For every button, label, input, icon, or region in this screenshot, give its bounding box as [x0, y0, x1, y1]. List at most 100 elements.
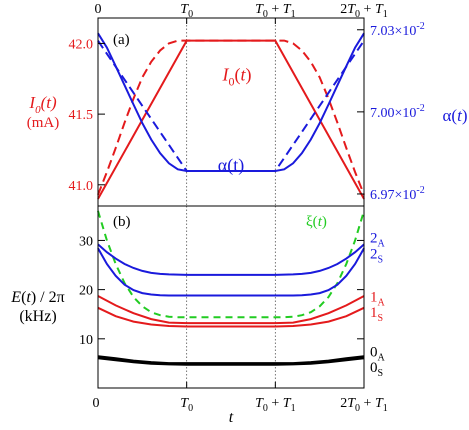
sub: 1 [383, 9, 388, 20]
left-axis-label-sub: 0 [35, 104, 41, 116]
panel-b-x-axis-label: t [229, 409, 234, 426]
T: T [180, 396, 189, 411]
panel-b-x-tick-label-0: 0 [93, 396, 100, 411]
panel-b-y-axis-unit: (kHz) [19, 308, 56, 325]
left-axis-label-arg: (t) [41, 93, 57, 112]
panel-a-right-tick-label-2: 7.03×10-2 [370, 21, 425, 39]
T: T [255, 396, 264, 411]
txt: + [268, 396, 283, 411]
tick-mantissa: 6.97×10 [370, 188, 416, 203]
panel-b-series-2A [97, 243, 365, 276]
annotation-I0-main: I [221, 65, 229, 85]
panel-a-series-2 [97, 32, 365, 172]
label-main: 1 [370, 305, 378, 321]
panel-a-top-x-tick-label-0: 0 [95, 2, 102, 17]
sub: 0 [188, 9, 193, 20]
txt: 0 [95, 2, 102, 17]
coef: 2 [340, 396, 347, 411]
right-axis-label-close: ) [462, 106, 468, 125]
y-axis-label-t: t [26, 289, 31, 306]
annotation-I0-arg: ( [234, 65, 240, 86]
tick-exponent: -2 [416, 21, 424, 32]
sub: 0 [263, 9, 268, 20]
panel-a: (a) 0T0​T0​ + T1​2T0​ + T1​ 41.041.542.0… [27, 2, 468, 207]
label-main: 2 [370, 230, 378, 246]
label-sub: A [378, 298, 386, 309]
close: ) [322, 214, 327, 230]
sub: 0 [263, 403, 268, 414]
label-main: 0 [370, 360, 378, 376]
panel-b-series-label-2: 2S [370, 247, 383, 266]
panel-a-series-1 [97, 39, 365, 196]
annotation-alpha: α(t) [218, 155, 244, 176]
panel-a-left-tick-label-2: 42.0 [69, 37, 94, 52]
label-sub: A [378, 238, 386, 249]
sub: 1 [291, 9, 296, 20]
panel-b-x-tick-label-2: T0​ + T1​ [255, 396, 296, 414]
txt: + [268, 2, 283, 17]
panel-b-series-label-6: 0S [370, 360, 383, 379]
label-main: 2 [370, 247, 378, 263]
sub: 1 [383, 403, 388, 414]
panel-a-dotted-guides [186, 18, 276, 206]
panel-b-y-tick-label-1: 20 [79, 284, 93, 299]
panel-a-left-tick-labels: 41.0 41.5 42.0 [69, 37, 94, 193]
panel-b-series-1A [97, 295, 365, 325]
T: T [283, 396, 292, 411]
panel-a-top-x-tick-label-3: 2T0​ + T1​ [340, 2, 388, 20]
panel-a-left-tick-label-0: 41.0 [69, 179, 94, 194]
panel-a-plot-area [97, 17, 365, 207]
panel-a-series-0 [97, 39, 365, 200]
txt: + [360, 396, 375, 411]
panel-b-frame [97, 205, 365, 389]
annotation-I0-t: t [240, 65, 246, 85]
panel-a-right-tick-labels: 6.97×10-27.00×10-27.03×10-2 [370, 21, 425, 203]
panel-b-series-1S [97, 306, 365, 328]
annotation-I0-close: ) [246, 65, 252, 86]
panel-a-top-x-tick-labels: 0T0​T0​ + T1​2T0​ + T1​ [95, 2, 388, 20]
sub: 0 [355, 403, 360, 414]
T: T [375, 2, 384, 17]
label-sub: A [378, 353, 386, 364]
panel-a-right-tick-label-0: 6.97×10-2 [370, 185, 425, 203]
tick-mantissa: 7.00×10 [370, 106, 416, 121]
panel-b-series-label-5: 0A [370, 345, 386, 364]
y-axis-label-rest: ) / 2π [31, 289, 65, 306]
xi: ξ( [306, 214, 318, 230]
panel-a-left-axis-label: I0(t) [28, 93, 57, 116]
panel-a-right-tick-label-1: 7.00×10-2 [370, 103, 425, 121]
panel-b-series-label-3: 1A [370, 290, 386, 309]
T: T [283, 2, 292, 17]
panel-b-series-ξ(t) [97, 210, 365, 319]
y-axis-label-open: ( [21, 289, 26, 306]
T: T [347, 396, 356, 411]
label-sub: S [378, 255, 384, 266]
annotation-I0: I0(t) [221, 65, 251, 89]
panel-a-top-x-tick-label-1: T0​ [180, 2, 193, 20]
tick-exponent: -2 [416, 103, 424, 114]
label-main: 0 [370, 345, 378, 361]
panel-b-label: (b) [113, 214, 131, 230]
sub: 1 [291, 403, 296, 414]
panel-a-label: (a) [113, 32, 130, 48]
panel-a-right-axis-label: α(t) [443, 106, 468, 125]
panel-a-left-tick-label-1: 41.5 [69, 108, 94, 123]
panel-b-series-label-4: 1S [370, 305, 383, 324]
tick-exponent: -2 [416, 185, 424, 196]
sub: 0 [355, 9, 360, 20]
coef: 2 [340, 2, 347, 17]
txt: 0 [93, 396, 100, 411]
annotation-I0-sub: 0 [228, 75, 234, 89]
sub: 0 [188, 403, 193, 414]
panel-b-series [97, 210, 365, 366]
label-sub: S [378, 368, 384, 379]
t: t [318, 214, 323, 230]
T: T [375, 396, 384, 411]
panel-a-top-x-tick-label-2: T0​ + T1​ [255, 2, 296, 20]
panel-a-series [97, 32, 365, 200]
panel-b-series-0S [97, 356, 365, 366]
T: T [347, 2, 356, 17]
